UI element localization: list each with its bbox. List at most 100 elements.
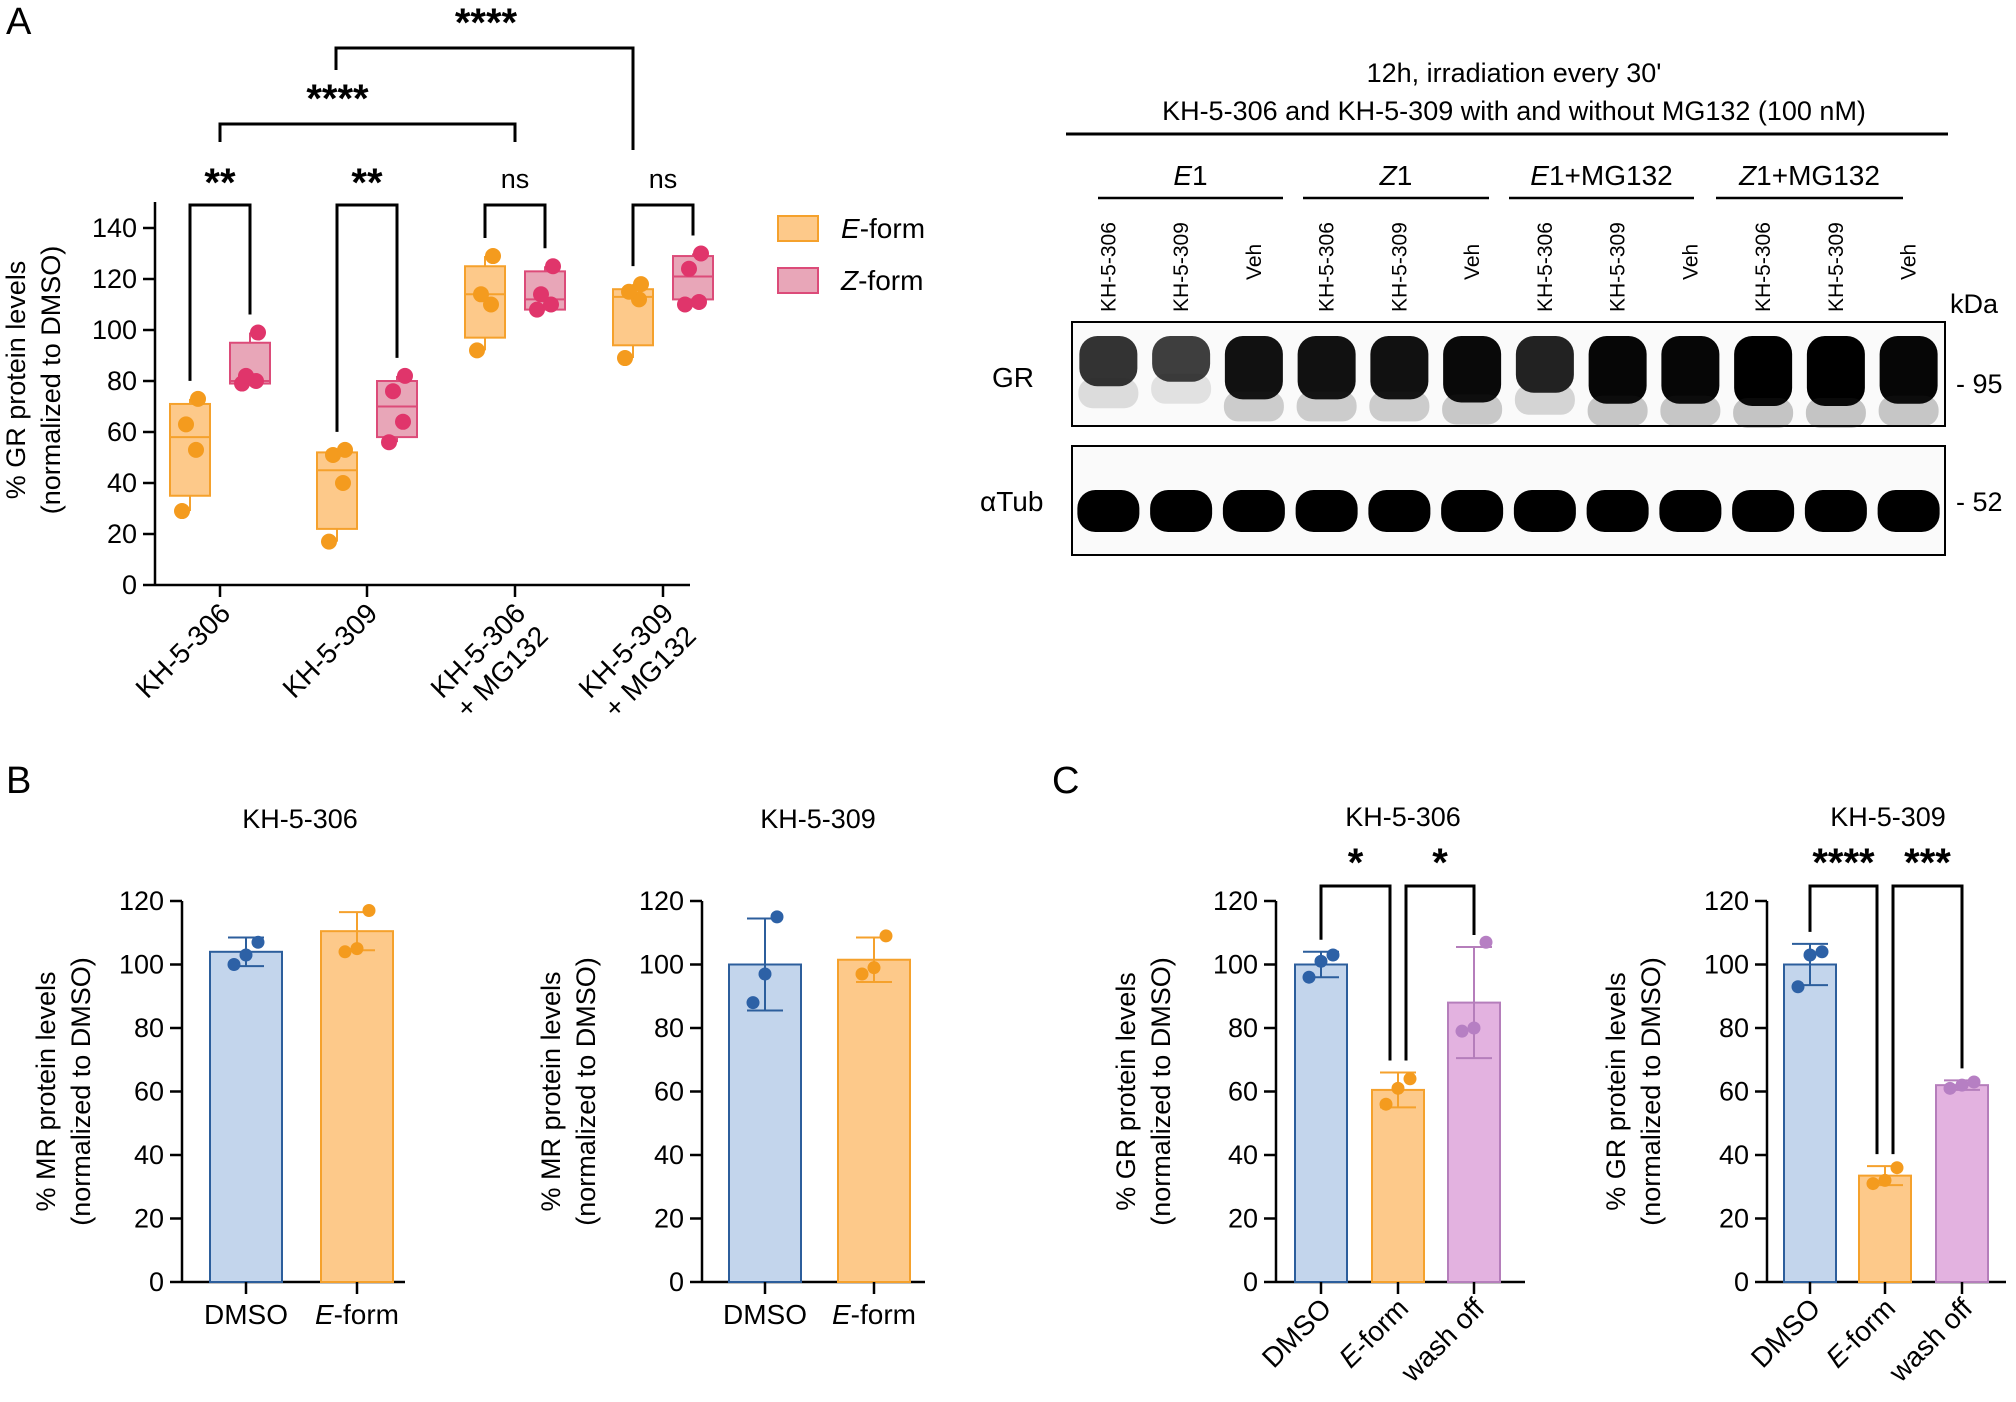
y-tick-label: 100 — [119, 950, 164, 980]
y-axis-label-line1: % MR protein levels — [31, 971, 61, 1211]
significance-bracket — [483, 203, 547, 249]
y-tick-label: 60 — [654, 1077, 684, 1107]
data-point — [385, 383, 401, 400]
data-point — [617, 350, 633, 367]
data-point — [1791, 980, 1805, 994]
data-point — [227, 958, 241, 971]
blot-group-label: E1+MG132 — [1530, 160, 1672, 191]
data-point — [746, 996, 760, 1010]
x-tick-label: DMSO — [1745, 1292, 1826, 1373]
data-point — [238, 367, 254, 384]
atub-blot-strip — [1071, 445, 1946, 556]
gr-band-smear — [1805, 398, 1866, 428]
significance-bracket — [335, 203, 399, 432]
data-point — [1467, 1021, 1481, 1035]
y-axis-label-line1: % GR protein levels — [1, 261, 31, 500]
gr-kh-5-306-barchart: KH-5-306 % GR protein levels (normalized t… — [1111, 802, 1525, 1388]
y-tick-label: 120 — [639, 886, 684, 916]
data-point — [1455, 1024, 1469, 1038]
y-tick-label: 0 — [1243, 1267, 1258, 1297]
significance-label: ns — [649, 164, 678, 194]
x-tick-label-text: wash off — [1394, 1292, 1490, 1388]
blot-group-label: Z1+MG132 — [1738, 160, 1880, 191]
significance-label: *** — [1904, 841, 1951, 885]
gr-band — [1879, 336, 1938, 404]
atub-band — [1077, 490, 1140, 532]
atub-band — [1441, 490, 1504, 532]
data-point — [545, 258, 561, 275]
y-tick-label: 40 — [134, 1140, 164, 1170]
blot-group-rest: 1 — [1192, 160, 1208, 191]
blot-row-label-atub: αTub — [980, 486, 1043, 517]
data-point — [1314, 954, 1328, 968]
blot-mw-95: - 95 — [1956, 369, 2003, 399]
blot-lane-label: Veh — [1898, 244, 1921, 280]
atub-band — [1513, 490, 1576, 532]
legend-swatch-e-form — [777, 215, 819, 242]
atub-band — [1222, 490, 1285, 532]
atub-band — [1150, 490, 1213, 532]
data-point — [188, 441, 204, 458]
blot-title-line2: KH-5-306 and KH-5-309 with and without M… — [1162, 96, 1866, 126]
legend-swatch-z-form — [777, 267, 819, 294]
data-point — [529, 301, 545, 318]
gr-blot-strip — [1071, 321, 1946, 427]
y-tick-label: 120 — [119, 886, 164, 916]
y-tick-label: 20 — [1228, 1204, 1258, 1234]
gr-band — [1806, 336, 1865, 406]
blot-lane-label: KH-5-309 — [1825, 222, 1848, 312]
significance-label: ns — [501, 164, 530, 194]
x-tick-label-text: -form — [334, 1299, 399, 1330]
legend-label-z-form: Z-form — [840, 265, 923, 296]
x-tick-label-text: DMSO — [1256, 1292, 1337, 1373]
y-axis-label-line2: (normalized to DMSO) — [1146, 957, 1176, 1226]
data-point — [691, 293, 707, 310]
atub-band — [1732, 490, 1795, 532]
y-axis-label-line2: (normalized to DMSO) — [571, 957, 601, 1226]
significance-label: * — [1348, 841, 1364, 885]
y-tick-label: 60 — [1228, 1077, 1258, 1107]
gr-band-smear — [1223, 391, 1284, 422]
significance-label: * — [1432, 841, 1448, 885]
gr-band — [1297, 336, 1356, 400]
bar — [1371, 1088, 1425, 1283]
y-tick-label: 20 — [107, 519, 137, 549]
gr-kh-5-309-barchart: KH-5-309 % GR protein levels (normalized t… — [1601, 802, 2006, 1388]
x-tick-label-text: wash off — [1882, 1292, 1978, 1388]
significance-bracket — [188, 203, 252, 381]
bar — [728, 963, 802, 1283]
blot-group-italic: E — [1530, 160, 1549, 191]
gr-band — [1443, 336, 1502, 403]
data-point — [1403, 1072, 1417, 1086]
atub-band — [1295, 490, 1358, 532]
significance-bracket — [1404, 884, 1476, 1061]
western-blot: 12h, irradiation every 30' KH-5-306 and … — [980, 58, 2003, 556]
bar — [209, 950, 283, 1283]
x-tick-label: DMSO — [723, 1299, 807, 1330]
y-tick-label: 40 — [1228, 1140, 1258, 1170]
significance-label: **** — [306, 77, 369, 121]
significance-label: **** — [455, 1, 518, 45]
x-tick-label-text: DMSO — [1745, 1292, 1826, 1373]
y-tick-label: 80 — [134, 1013, 164, 1043]
gr-band-smear — [1878, 395, 1939, 426]
gr-band — [1370, 336, 1429, 400]
atub-band — [1804, 490, 1867, 532]
chart-title: KH-5-306 — [1345, 802, 1461, 832]
significance-bracket — [218, 122, 517, 142]
y-tick-label: 120 — [92, 264, 137, 294]
y-tick-label: 80 — [1228, 1013, 1258, 1043]
data-point — [362, 904, 376, 918]
y-tick-label: 40 — [1719, 1140, 1749, 1170]
mr-kh-5-306-barchart: KH-5-306 % MR protein levels (normalized t… — [31, 804, 405, 1330]
blot-group-italic: Z — [1738, 160, 1757, 191]
significance-label: ** — [204, 161, 236, 205]
blot-lane-label: KH-5-309 — [1607, 222, 1630, 312]
gr-band-smear — [1151, 373, 1212, 404]
x-tick-label: DMSO — [204, 1299, 288, 1330]
blot-lane-label: Veh — [1679, 244, 1702, 280]
data-point — [1391, 1081, 1405, 1095]
atub-band — [1368, 490, 1431, 532]
gr-band — [1734, 336, 1793, 406]
